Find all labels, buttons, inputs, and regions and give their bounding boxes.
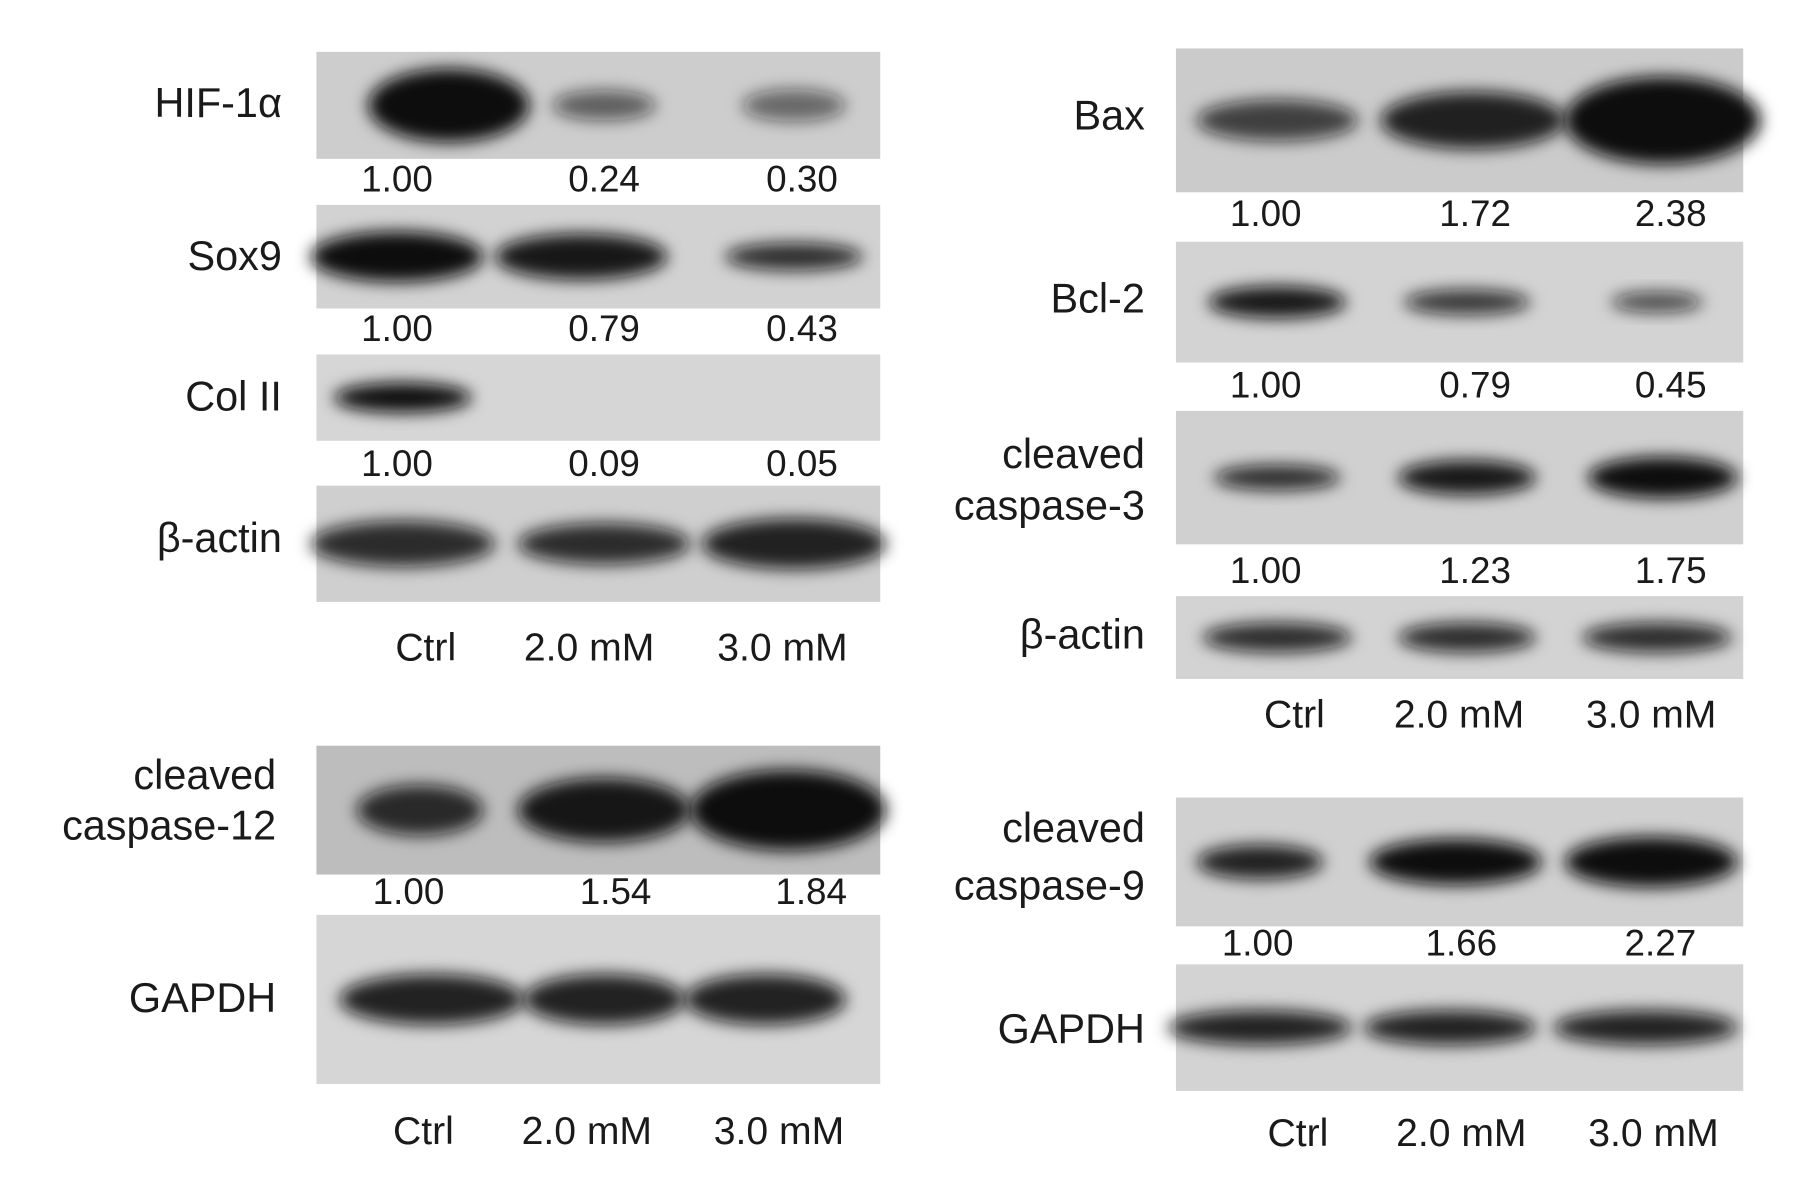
band bbox=[1167, 1010, 1353, 1045]
blot-label: caspase-3 bbox=[954, 483, 1145, 529]
blot-label: GAPDH bbox=[998, 1006, 1145, 1052]
band bbox=[1363, 1010, 1537, 1045]
lane-label: Ctrl bbox=[393, 1110, 454, 1153]
lane-label: 3.0 mM bbox=[1586, 693, 1716, 736]
relative-density: 1.00 bbox=[361, 308, 433, 349]
lane-label: Ctrl bbox=[1268, 1112, 1329, 1155]
blot-label: Bax bbox=[1074, 93, 1146, 139]
relative-density: 1.00 bbox=[373, 871, 445, 912]
blot-label: β-actin bbox=[157, 515, 282, 561]
blot-label: caspase-9 bbox=[954, 862, 1145, 908]
lane-label: 3.0 mM bbox=[717, 627, 847, 670]
lane-label: 2.0 mM bbox=[524, 627, 654, 670]
band bbox=[1380, 91, 1565, 150]
relative-density: 0.79 bbox=[568, 308, 640, 349]
band bbox=[368, 68, 530, 143]
blot-label: HIF-1α bbox=[154, 80, 281, 126]
blot bbox=[310, 485, 886, 602]
relative-density: 0.05 bbox=[766, 443, 838, 484]
band bbox=[494, 233, 668, 280]
lane-label: 3.0 mM bbox=[1588, 1112, 1718, 1155]
relative-density: 1.75 bbox=[1635, 550, 1707, 591]
band bbox=[356, 784, 484, 836]
band bbox=[1202, 622, 1353, 653]
blot bbox=[1167, 964, 1744, 1091]
relative-density: 2.27 bbox=[1625, 923, 1697, 964]
blot-label: Bcl-2 bbox=[1051, 275, 1145, 321]
relative-density: 0.45 bbox=[1635, 365, 1707, 406]
band bbox=[1369, 838, 1542, 885]
lane-label: 2.0 mM bbox=[1396, 1112, 1526, 1155]
band bbox=[517, 523, 691, 565]
blot-label: cleaved bbox=[1002, 805, 1145, 851]
blot-label: Sox9 bbox=[188, 233, 282, 279]
relative-density: 1.54 bbox=[580, 871, 652, 912]
band bbox=[552, 90, 656, 121]
lane-label: 3.0 mM bbox=[714, 1110, 844, 1153]
relative-density: 0.30 bbox=[766, 159, 838, 200]
blot-label: Col II bbox=[185, 373, 282, 419]
band bbox=[1610, 291, 1703, 313]
relative-density: 1.00 bbox=[1230, 550, 1302, 591]
blot bbox=[1175, 410, 1744, 545]
relative-density: 1.00 bbox=[361, 159, 433, 200]
relative-density: 0.43 bbox=[766, 308, 838, 349]
blot bbox=[1175, 48, 1761, 193]
lane-label: 2.0 mM bbox=[1394, 693, 1524, 736]
blot bbox=[316, 354, 881, 441]
band bbox=[523, 974, 685, 1025]
blot bbox=[1175, 797, 1744, 927]
relative-density: 1.72 bbox=[1439, 193, 1511, 234]
band bbox=[339, 974, 524, 1025]
band bbox=[517, 777, 691, 843]
relative-density: 0.09 bbox=[568, 443, 640, 484]
band bbox=[1213, 464, 1341, 491]
blot-label: cleaved bbox=[133, 752, 276, 798]
relative-density: 1.00 bbox=[1230, 365, 1302, 406]
blot-label: caspase-12 bbox=[62, 802, 276, 848]
blot-label: GAPDH bbox=[129, 975, 276, 1021]
band bbox=[1208, 286, 1347, 319]
relative-density: 1.00 bbox=[361, 443, 433, 484]
lane-label: Ctrl bbox=[395, 627, 456, 670]
band bbox=[724, 242, 863, 271]
band bbox=[310, 520, 495, 567]
band bbox=[1564, 836, 1738, 888]
band bbox=[1587, 456, 1738, 499]
blot-label: β-actin bbox=[1020, 611, 1145, 657]
blot bbox=[316, 914, 881, 1084]
relative-density: 2.38 bbox=[1635, 193, 1707, 234]
band bbox=[1196, 844, 1324, 880]
lane-label: Ctrl bbox=[1264, 693, 1325, 736]
band bbox=[742, 89, 846, 122]
blot bbox=[316, 745, 886, 875]
band bbox=[1582, 622, 1732, 653]
relative-density: 1.00 bbox=[1230, 193, 1302, 234]
band bbox=[1196, 99, 1358, 142]
relative-density: 0.24 bbox=[568, 159, 640, 200]
relative-density: 0.79 bbox=[1439, 365, 1511, 406]
band bbox=[701, 518, 886, 570]
band bbox=[333, 382, 472, 413]
band bbox=[684, 974, 846, 1025]
band bbox=[1398, 622, 1537, 653]
blot bbox=[310, 204, 881, 309]
band bbox=[1403, 289, 1531, 315]
relative-density: 1.84 bbox=[775, 871, 847, 912]
blot-label: cleaved bbox=[1002, 431, 1145, 477]
lane-label: 2.0 mM bbox=[522, 1110, 652, 1153]
relative-density: 1.00 bbox=[1222, 923, 1294, 964]
band bbox=[1553, 1010, 1738, 1045]
relative-density: 1.23 bbox=[1439, 550, 1511, 591]
blot bbox=[1175, 596, 1744, 679]
band bbox=[1398, 460, 1537, 495]
blot bbox=[1175, 241, 1744, 363]
band bbox=[690, 769, 886, 851]
blot bbox=[316, 51, 881, 159]
band bbox=[310, 231, 484, 282]
band bbox=[1564, 76, 1761, 165]
relative-density: 1.66 bbox=[1425, 923, 1497, 964]
